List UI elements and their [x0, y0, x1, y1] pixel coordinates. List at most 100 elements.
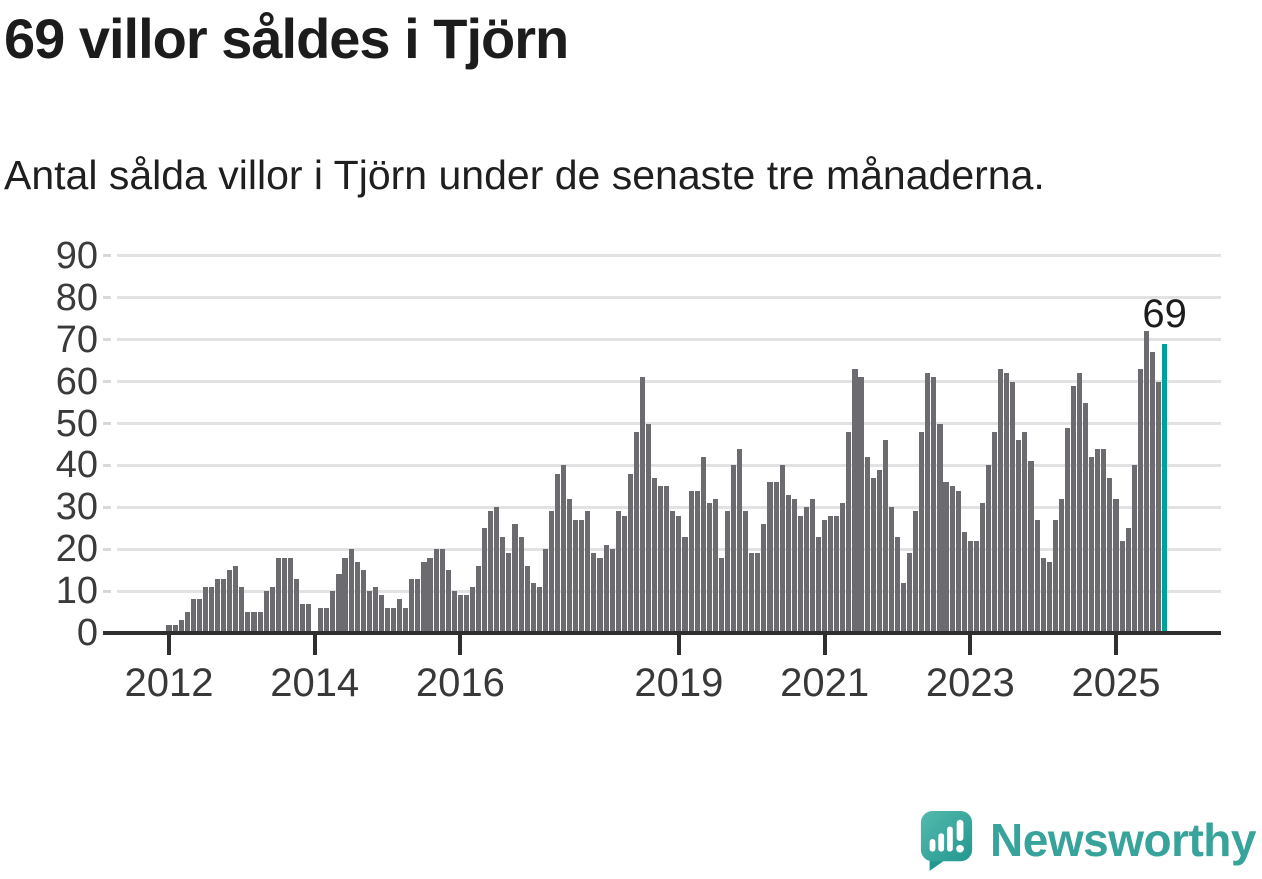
bar: [712, 498, 718, 633]
bar: [427, 557, 433, 633]
bar: [1028, 461, 1034, 633]
y-axis-label-10: 10: [55, 570, 98, 613]
bar: [184, 612, 190, 633]
y-axis-label-50: 50: [55, 402, 98, 445]
bar: [913, 511, 919, 633]
y-tick-10: [103, 589, 111, 593]
bar: [973, 540, 979, 633]
bar: [202, 586, 208, 633]
bar: [676, 515, 682, 633]
bar: [1155, 381, 1162, 633]
y-axis-label-30: 30: [55, 486, 98, 529]
bar: [1143, 331, 1149, 633]
bar: [445, 570, 451, 633]
bar: [876, 469, 882, 633]
bar: [840, 503, 846, 633]
bar: [591, 553, 597, 633]
bar: [615, 511, 621, 633]
bar: [791, 498, 797, 633]
x-axis-label-2014: 2014: [270, 661, 360, 705]
gridline-40: [117, 463, 1221, 467]
bar: [1113, 498, 1119, 633]
bar: [1119, 540, 1125, 633]
y-tick-70: [103, 338, 111, 342]
bar: [943, 482, 949, 633]
bar: [384, 607, 391, 633]
bar: [1149, 352, 1155, 633]
bar: [755, 553, 761, 633]
x-tick-2016: [458, 633, 463, 655]
bar: [724, 511, 731, 633]
bar: [421, 561, 427, 633]
bar: [433, 549, 439, 633]
bar: [718, 557, 724, 633]
gridline-70: [117, 338, 1221, 342]
bar: [269, 586, 275, 633]
bar: [275, 557, 281, 633]
x-axis-label-2023: 2023: [925, 661, 1015, 705]
highlight-value-label: 69: [1142, 291, 1187, 336]
bar: [190, 599, 196, 633]
bar: [597, 557, 603, 633]
y-axis-label-60: 60: [55, 360, 98, 403]
bar: [979, 503, 985, 633]
bar: [658, 486, 664, 633]
x-tick-2012: [167, 633, 171, 655]
bar: [567, 498, 573, 633]
bar: [251, 612, 257, 633]
bar: [670, 511, 676, 633]
y-tick-20: [103, 547, 111, 551]
bar: [227, 570, 233, 633]
bar: [482, 528, 488, 633]
bar: [172, 624, 178, 633]
x-tick-2025: [1114, 633, 1118, 655]
bar: [652, 477, 658, 633]
x-tick-2023: [968, 633, 973, 655]
x-axis-label-2016: 2016: [415, 661, 505, 705]
bar: [287, 557, 293, 633]
bar: [767, 482, 773, 633]
bar: [554, 473, 561, 633]
x-axis-line: [103, 631, 1221, 635]
bar: [409, 578, 415, 633]
bar: [621, 515, 627, 633]
bar: [336, 574, 342, 633]
bar: [548, 511, 554, 633]
gridline-60: [117, 380, 1221, 384]
y-tick-80: [103, 296, 111, 300]
bar: [354, 561, 360, 633]
bar: [573, 519, 579, 633]
bar: [488, 511, 494, 633]
bar: [816, 536, 822, 633]
bar: [773, 482, 779, 633]
bar: [318, 607, 324, 633]
bar: [1058, 498, 1064, 633]
bar: [992, 431, 998, 633]
bar: [378, 595, 384, 633]
y-axis-label-70: 70: [55, 318, 98, 361]
bar: [749, 553, 755, 633]
bar: [391, 607, 397, 633]
bar: [561, 465, 567, 633]
bar: [439, 549, 445, 633]
bar: [1095, 448, 1101, 633]
bar: [627, 473, 633, 633]
bar: [1089, 457, 1095, 633]
bar: [743, 511, 749, 633]
bar: [1131, 465, 1137, 633]
bar: [1046, 561, 1052, 633]
highlight-bar: [1162, 343, 1168, 633]
bar: [342, 557, 348, 633]
bar: [646, 423, 652, 633]
bar: [919, 431, 925, 633]
bar: [925, 373, 931, 633]
y-tick-50: [103, 422, 111, 425]
y-tick-30: [103, 505, 111, 509]
bar: [706, 503, 712, 633]
bar: [1070, 385, 1077, 633]
bar: [907, 553, 913, 633]
bar: [518, 536, 524, 633]
bar: [1010, 381, 1016, 633]
bar: [894, 536, 901, 633]
